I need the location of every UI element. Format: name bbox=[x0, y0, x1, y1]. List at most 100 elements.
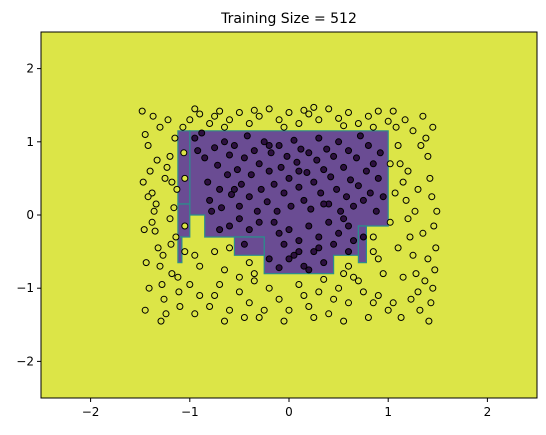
data-point-outer bbox=[160, 295, 168, 303]
data-point-outer bbox=[374, 107, 382, 115]
data-point-inner bbox=[245, 226, 253, 234]
data-point-inner bbox=[270, 180, 278, 188]
data-point-inner bbox=[198, 129, 206, 137]
data-point-outer bbox=[186, 281, 194, 288]
data-point-outer bbox=[430, 222, 438, 230]
plot-area bbox=[41, 32, 537, 398]
data-point-inner bbox=[374, 174, 382, 182]
data-point-outer bbox=[168, 270, 176, 278]
data-point-outer bbox=[424, 152, 432, 160]
data-point-outer bbox=[394, 142, 402, 149]
data-point-inner bbox=[310, 248, 318, 256]
data-point-outer bbox=[359, 288, 367, 296]
data-point-inner bbox=[307, 205, 315, 213]
data-point-outer bbox=[179, 123, 187, 131]
data-point-inner bbox=[337, 207, 345, 215]
data-point-outer bbox=[148, 218, 156, 226]
data-point-inner bbox=[218, 204, 225, 212]
data-point-outer bbox=[153, 156, 161, 164]
data-point-outer bbox=[161, 174, 169, 182]
data-point-outer bbox=[186, 116, 194, 124]
data-point-outer bbox=[354, 120, 362, 127]
data-point-inner bbox=[216, 226, 224, 234]
data-point-outer bbox=[191, 310, 199, 318]
data-point-inner bbox=[293, 158, 301, 166]
data-point-inner bbox=[285, 226, 293, 234]
data-point-outer bbox=[424, 255, 432, 263]
data-point-outer bbox=[250, 270, 258, 278]
data-point-outer bbox=[374, 292, 382, 299]
data-point-inner bbox=[285, 174, 293, 182]
data-point-inner bbox=[273, 207, 281, 215]
data-point-inner bbox=[275, 229, 283, 237]
data-point-inner bbox=[335, 229, 343, 237]
data-point-inner bbox=[265, 167, 273, 175]
data-point-inner bbox=[340, 163, 348, 171]
data-point-inner bbox=[305, 149, 313, 157]
data-point-outer bbox=[235, 109, 243, 116]
data-point-inner bbox=[240, 154, 248, 162]
data-point-outer bbox=[196, 262, 204, 270]
data-point-outer bbox=[166, 215, 174, 223]
data-point-outer bbox=[221, 123, 228, 131]
data-point-outer bbox=[364, 314, 372, 321]
data-point-inner bbox=[265, 142, 273, 149]
data-point-outer bbox=[255, 112, 263, 120]
data-point-outer bbox=[151, 227, 159, 235]
data-point-inner bbox=[315, 233, 323, 241]
data-point-inner bbox=[287, 202, 295, 210]
data-point-inner bbox=[335, 138, 343, 146]
data-point-outer bbox=[211, 248, 219, 256]
data-point-inner bbox=[379, 193, 387, 201]
decision-region-inner bbox=[233, 236, 265, 256]
decision-region-inner bbox=[177, 203, 191, 238]
y-tick-label: 2 bbox=[26, 62, 34, 76]
data-point-inner bbox=[317, 189, 325, 197]
decision-region-inner bbox=[189, 130, 389, 275]
data-point-inner bbox=[305, 266, 313, 274]
data-point-outer bbox=[275, 295, 283, 303]
data-point-outer bbox=[295, 281, 303, 288]
data-point-inner bbox=[237, 180, 245, 188]
data-point-inner bbox=[320, 200, 328, 208]
data-point-outer bbox=[163, 163, 171, 171]
data-point-outer bbox=[138, 107, 146, 115]
data-point-outer bbox=[407, 295, 415, 303]
data-point-outer bbox=[280, 123, 288, 131]
data-point-outer bbox=[386, 218, 394, 226]
data-point-outer bbox=[340, 122, 348, 130]
data-point-outer bbox=[404, 167, 412, 175]
data-point-outer bbox=[429, 123, 437, 131]
data-point-outer bbox=[141, 306, 149, 314]
data-point-outer bbox=[409, 251, 417, 259]
data-point-outer bbox=[221, 266, 228, 274]
data-point-outer bbox=[265, 284, 273, 292]
data-point-inner bbox=[376, 149, 384, 157]
data-point-outer bbox=[402, 196, 410, 204]
data-point-outer bbox=[426, 174, 434, 182]
data-point-outer bbox=[167, 240, 175, 248]
data-point-inner bbox=[265, 255, 273, 263]
data-point-outer bbox=[354, 277, 362, 285]
data-point-inner bbox=[356, 132, 364, 140]
data-point-inner bbox=[340, 215, 348, 223]
data-point-inner bbox=[191, 134, 199, 142]
data-point-inner bbox=[345, 222, 352, 230]
data-point-outer bbox=[305, 303, 313, 310]
data-point-outer bbox=[335, 114, 343, 122]
x-tick-label: 2 bbox=[484, 405, 492, 419]
data-point-outer bbox=[325, 310, 333, 318]
data-point-inner bbox=[345, 147, 352, 155]
data-point-inner bbox=[253, 207, 261, 215]
data-point-outer bbox=[226, 306, 233, 314]
x-tick-label: 1 bbox=[384, 405, 392, 419]
data-point-inner bbox=[214, 161, 222, 169]
data-point-outer bbox=[250, 106, 258, 114]
data-point-outer bbox=[196, 292, 204, 299]
data-point-outer bbox=[412, 270, 420, 278]
data-point-outer bbox=[394, 244, 402, 252]
data-point-outer bbox=[216, 281, 224, 288]
data-point-outer bbox=[235, 288, 243, 296]
data-point-inner bbox=[275, 142, 283, 149]
